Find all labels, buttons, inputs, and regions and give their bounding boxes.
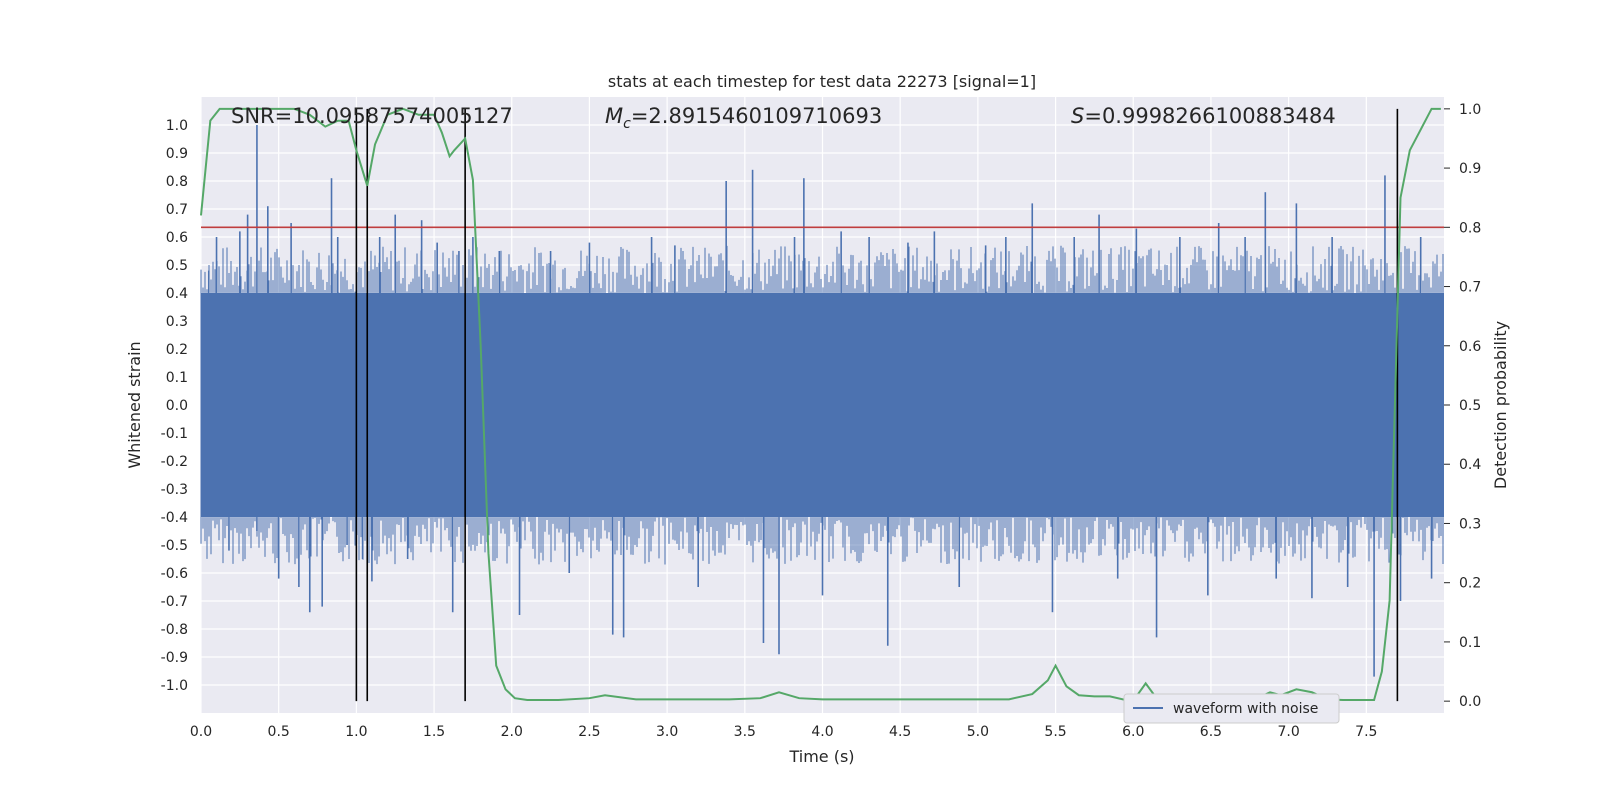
x-tick-label: 1.0	[345, 724, 367, 740]
s-value: =0.9998266100883484	[1084, 104, 1335, 128]
y-left-tick-label: -0.1	[161, 426, 188, 442]
vertical-markers	[355, 108, 1399, 702]
x-tick-label: 0.5	[268, 724, 290, 740]
y-left-tick-label: -0.3	[161, 482, 188, 498]
y-left-tick-label: 0.9	[166, 146, 188, 162]
s-symbol: S	[1071, 104, 1084, 128]
snr-annotation: SNR=10.09587574005127	[231, 104, 513, 128]
x-tick-label: 2.5	[578, 724, 600, 740]
waveform-series	[200, 125, 1444, 677]
x-tick-label: 7.5	[1355, 724, 1377, 740]
x-tick-label: 5.0	[967, 724, 989, 740]
y-right-tick-label: 0.8	[1459, 220, 1481, 236]
y-left-tick-label: 0.7	[166, 202, 188, 218]
x-axis-label: Time (s)	[788, 747, 854, 766]
x-tick-label: 1.5	[423, 724, 445, 740]
y-right-tick-label: 0.1	[1459, 635, 1481, 651]
y-right-tick-label: 0.4	[1459, 457, 1481, 473]
mc-annotation: Mc=2.8915460109710693	[605, 104, 882, 132]
chart-title: stats at each timestep for test data 222…	[608, 72, 1036, 91]
y-left-tick-label: -0.5	[161, 538, 188, 554]
x-axis-ticks: 0.0 0.5 1.0 1.5 2.0 2.5 3.0 3.5 4.0 4.5 5.0 5.5 6.0 6…	[190, 724, 1378, 740]
y-left-tick-label: -0.9	[161, 650, 188, 666]
y-right-tick-label: 0.9	[1459, 161, 1481, 177]
y-left-tick-label: 0.2	[166, 342, 188, 358]
y-right-tick-label: 0.3	[1459, 516, 1481, 532]
y-left-tick-label: -1.0	[161, 678, 188, 694]
detection-probability-line	[200, 107, 1441, 702]
y-left-tick-label: -0.4	[161, 510, 188, 526]
y-left-tick-label: -0.7	[161, 594, 188, 610]
s-annotation: S=0.9998266100883484	[1071, 104, 1336, 128]
y-left-axis-label: Whitened strain	[125, 341, 144, 468]
y-right-tick-label: 0.6	[1459, 339, 1481, 355]
y-right-axis-label: Detection probability	[1491, 321, 1510, 489]
mc-symbol: M	[605, 104, 623, 128]
legend-box	[1123, 693, 1340, 724]
x-tick-label: 4.5	[889, 724, 911, 740]
y-left-tick-label: 0.4	[166, 286, 188, 302]
y-left-tick-label: 0.0	[166, 398, 188, 414]
y-left-tick-label: -0.6	[161, 566, 188, 582]
y-left-tick-label: 0.8	[166, 174, 188, 190]
y-left-tick-label: 1.0	[166, 118, 188, 134]
y-right-axis-ticks: 1.0 0.9 0.8 0.7 0.6 0.5 0.4 0.3 0.2 0.1 0.0	[1444, 102, 1481, 710]
y-right-tick-label: 1.0	[1459, 102, 1481, 118]
x-tick-label: 0.0	[190, 724, 212, 740]
mc-value: =2.8915460109710693	[631, 104, 882, 128]
y-right-tick-label: 0.0	[1459, 694, 1481, 710]
mc-subscript: c	[623, 116, 631, 132]
y-right-tick-label: 0.2	[1459, 576, 1481, 592]
legend: waveform with noise	[1123, 693, 1340, 724]
y-left-tick-label: 0.6	[166, 230, 188, 246]
x-tick-label: 3.0	[656, 724, 678, 740]
x-tick-label: 5.5	[1044, 724, 1066, 740]
x-tick-label: 7.0	[1277, 724, 1299, 740]
y-left-tick-label: 0.1	[166, 370, 188, 386]
legend-label: waveform with noise	[1173, 701, 1318, 717]
y-left-tick-label: 0.5	[166, 258, 188, 274]
y-right-tick-label: 0.5	[1459, 398, 1481, 414]
y-left-tick-label: -0.8	[161, 622, 188, 638]
x-tick-label: 2.0	[501, 724, 523, 740]
y-right-tick-label: 0.7	[1459, 280, 1481, 296]
y-left-tick-label: 0.3	[166, 314, 188, 330]
x-tick-label: 3.5	[734, 724, 756, 740]
x-tick-label: 4.0	[811, 724, 833, 740]
x-tick-label: 6.5	[1200, 724, 1222, 740]
x-tick-label: 6.0	[1122, 724, 1144, 740]
y-left-axis-ticks: 1.0 0.9 0.8 0.7 0.6 0.5 0.4 0.3 0.2 0.1 0.0 -0.1 -0.…	[161, 118, 188, 694]
y-left-tick-label: -0.2	[161, 454, 188, 470]
